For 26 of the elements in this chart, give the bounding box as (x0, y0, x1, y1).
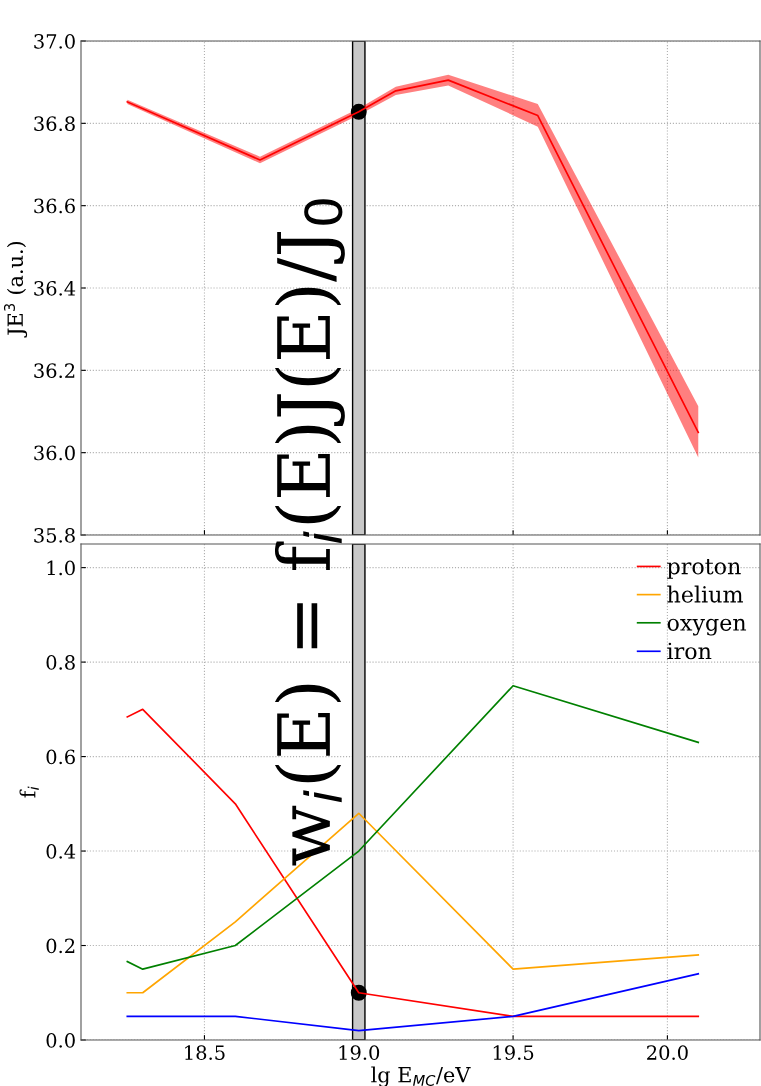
x-tick-label: 20.0 (647, 1045, 688, 1060)
line-series (126, 684, 700, 970)
y-tick-label: 36.4 (34, 280, 76, 296)
y-tick-label: 36.8 (34, 116, 75, 131)
y-tick-label: 35.8 (34, 527, 75, 543)
legend-label: helium (667, 585, 743, 603)
y-tick-label: 36.2 (34, 363, 75, 378)
legend-label: proton (667, 559, 741, 579)
y-axis-title: f$_{i}$ (19, 786, 39, 798)
legend-label: oxygen (667, 618, 747, 636)
y-tick-label: 0.0 (46, 1032, 75, 1048)
x-tick-label: 19.5 (493, 1045, 534, 1060)
x-tick-label: 18.5 (185, 1045, 225, 1060)
x-axis-title: lg E$_{MC}$/eV (371, 1066, 471, 1086)
y-tick-label: 0.2 (46, 938, 75, 954)
y-tick-label: 0.8 (46, 655, 75, 670)
y-tick-label: 36.6 (34, 198, 75, 214)
y-tick-label: 0.4 (46, 844, 76, 859)
y-tick-label: 0.6 (46, 749, 75, 765)
y-tick-label: 37.0 (34, 33, 75, 49)
legend-label: iron (667, 642, 712, 660)
y-tick-label: 1.0 (47, 560, 75, 576)
y-tick-label: 36.0 (34, 445, 75, 461)
annotation: w$_{i}$(E) = f$_{i}$(E)J(E)/J$_{0}$ (274, 199, 345, 866)
y-axis-title: JE$^{3}$ (a.u.) (3, 241, 28, 338)
x-tick-label: 19.0 (339, 1045, 380, 1060)
